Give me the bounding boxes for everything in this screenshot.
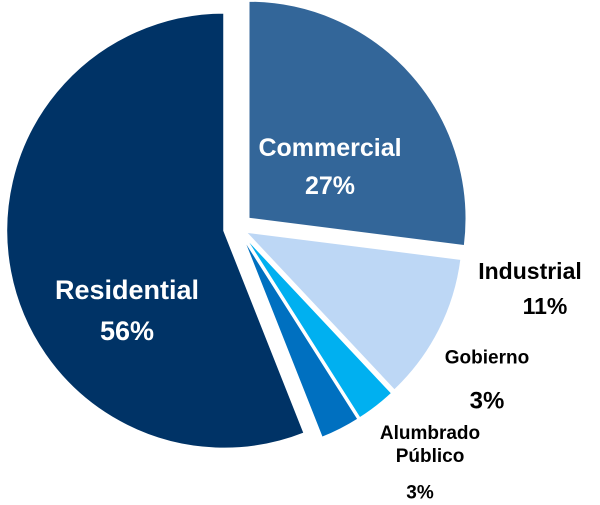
slice-value-label: 11% [522,293,568,320]
pie-slice [5,11,306,450]
slice-label: Gobierno [444,347,530,369]
slice-label: Industrial [478,258,582,285]
pie-slice [242,230,463,392]
slice-label: Commercial [258,134,402,162]
pie-slice [240,234,360,440]
slice-label: Alumbrado Público [379,423,481,467]
slice-value-label: 3% [469,387,505,415]
pie-slice [247,0,468,248]
pie-slice [242,233,394,420]
slice-value-label: 27% [304,172,356,200]
slice-value-label: 3% [406,482,434,504]
slice-value-label: 56% [99,315,155,346]
slice-label: Residential [54,274,200,305]
